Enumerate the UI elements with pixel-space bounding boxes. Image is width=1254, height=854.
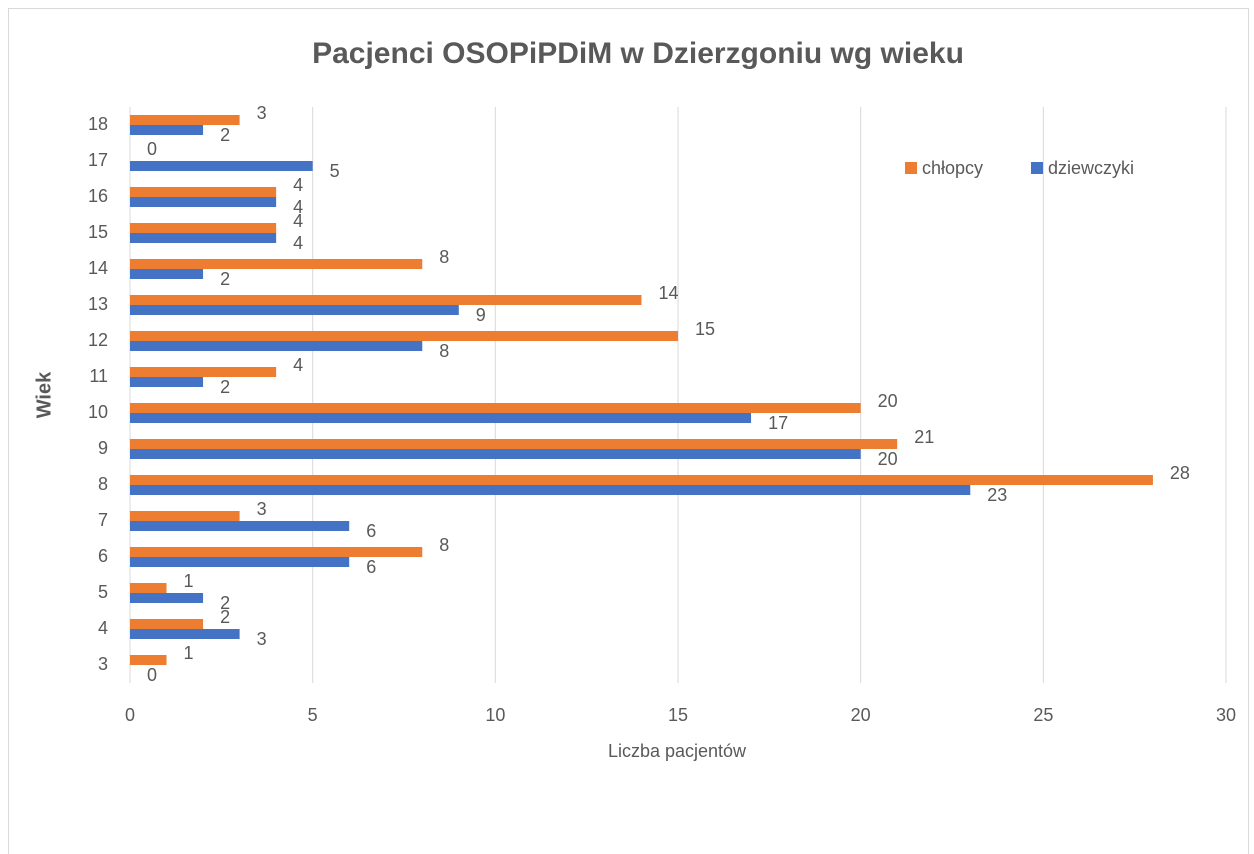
value-label: 2: [220, 269, 230, 289]
bar: [130, 161, 313, 171]
chart-title: Pacjenci OSOPiPDiM w Dzierzgoniu wg wiek…: [312, 37, 964, 70]
bar: [130, 449, 861, 459]
bar: [130, 259, 423, 269]
y-tick-label: 16: [88, 186, 108, 206]
value-label: 4: [293, 175, 303, 195]
y-tick-label: 12: [88, 330, 108, 350]
y-tick-label: 14: [88, 258, 108, 278]
y-axis-label: Wiek: [33, 371, 55, 418]
value-label: 8: [439, 341, 449, 361]
value-label: 3: [257, 499, 267, 519]
y-tick-label: 9: [98, 438, 108, 458]
x-tick-label: 20: [851, 705, 871, 725]
x-tick-label: 30: [1216, 705, 1236, 725]
bar: [130, 521, 350, 531]
y-tick-label: 11: [89, 366, 108, 386]
value-label: 14: [658, 283, 678, 303]
legend-swatch: [1031, 162, 1043, 174]
value-label: 20: [878, 391, 898, 411]
value-label: 6: [366, 557, 376, 577]
value-label: 5: [330, 161, 340, 181]
value-label: 2: [220, 125, 230, 145]
value-label: 15: [695, 319, 715, 339]
bar: [130, 223, 277, 233]
bar: [130, 295, 642, 305]
value-label: 0: [147, 665, 157, 685]
y-tick-label: 4: [98, 618, 108, 638]
bar: [130, 583, 167, 593]
bar: [130, 511, 240, 521]
value-label: 28: [1170, 463, 1190, 483]
bar: [130, 655, 167, 665]
y-tick-label: 8: [98, 474, 108, 494]
value-label: 23: [987, 485, 1007, 505]
value-label: 9: [476, 305, 486, 325]
y-tick-label: 10: [88, 402, 108, 422]
value-label: 3: [257, 629, 267, 649]
bar: [130, 331, 678, 341]
bar: [130, 341, 423, 351]
legend-label: dziewczyki: [1048, 158, 1134, 178]
bar: [130, 629, 240, 639]
value-label: 8: [439, 535, 449, 555]
value-label: 17: [768, 413, 788, 433]
bar: [130, 403, 861, 413]
value-label: 4: [293, 197, 303, 217]
bar: [130, 593, 204, 603]
value-label: 4: [293, 355, 303, 375]
chart-border: [8, 8, 1249, 854]
y-tick-label: 15: [88, 222, 108, 242]
y-tick-label: 7: [98, 510, 108, 530]
bar: [130, 367, 277, 377]
bar: [130, 439, 898, 449]
bar: [130, 187, 277, 197]
value-label: 4: [293, 211, 303, 231]
y-tick-label: 5: [98, 582, 108, 602]
bar: [130, 197, 277, 207]
value-label: 21: [914, 427, 934, 447]
y-tick-label: 18: [88, 114, 108, 134]
bar: [130, 377, 204, 387]
value-label: 1: [184, 571, 194, 591]
value-label: 2: [220, 593, 230, 613]
bar: [130, 413, 752, 423]
bar: [130, 125, 204, 135]
y-tick-label: 3: [98, 654, 108, 674]
x-tick-label: 25: [1033, 705, 1053, 725]
y-tick-label: 6: [98, 546, 108, 566]
value-label: 0: [147, 139, 157, 159]
bar: [130, 557, 350, 567]
x-tick-label: 0: [125, 705, 135, 725]
bar: [130, 619, 204, 629]
y-tick-label: 13: [88, 294, 108, 314]
legend-swatch: [905, 162, 917, 174]
bar: [130, 485, 971, 495]
value-label: 1: [184, 643, 194, 663]
bar: [130, 269, 204, 279]
value-label: 6: [366, 521, 376, 541]
bar: [130, 547, 423, 557]
x-axis-label: Liczba pacjentów: [608, 741, 747, 761]
value-label: 3: [257, 103, 267, 123]
bar: [130, 475, 1153, 485]
bar: [130, 115, 240, 125]
bar: [130, 305, 459, 315]
value-label: 2: [220, 607, 230, 627]
x-tick-label: 15: [668, 705, 688, 725]
legend-label: chłopcy: [922, 158, 983, 178]
value-label: 8: [439, 247, 449, 267]
value-label: 4: [293, 233, 303, 253]
x-tick-label: 5: [308, 705, 318, 725]
y-tick-label: 17: [88, 150, 108, 170]
x-tick-label: 10: [485, 705, 505, 725]
value-label: 2: [220, 377, 230, 397]
value-label: 20: [878, 449, 898, 469]
bar: [130, 233, 277, 243]
